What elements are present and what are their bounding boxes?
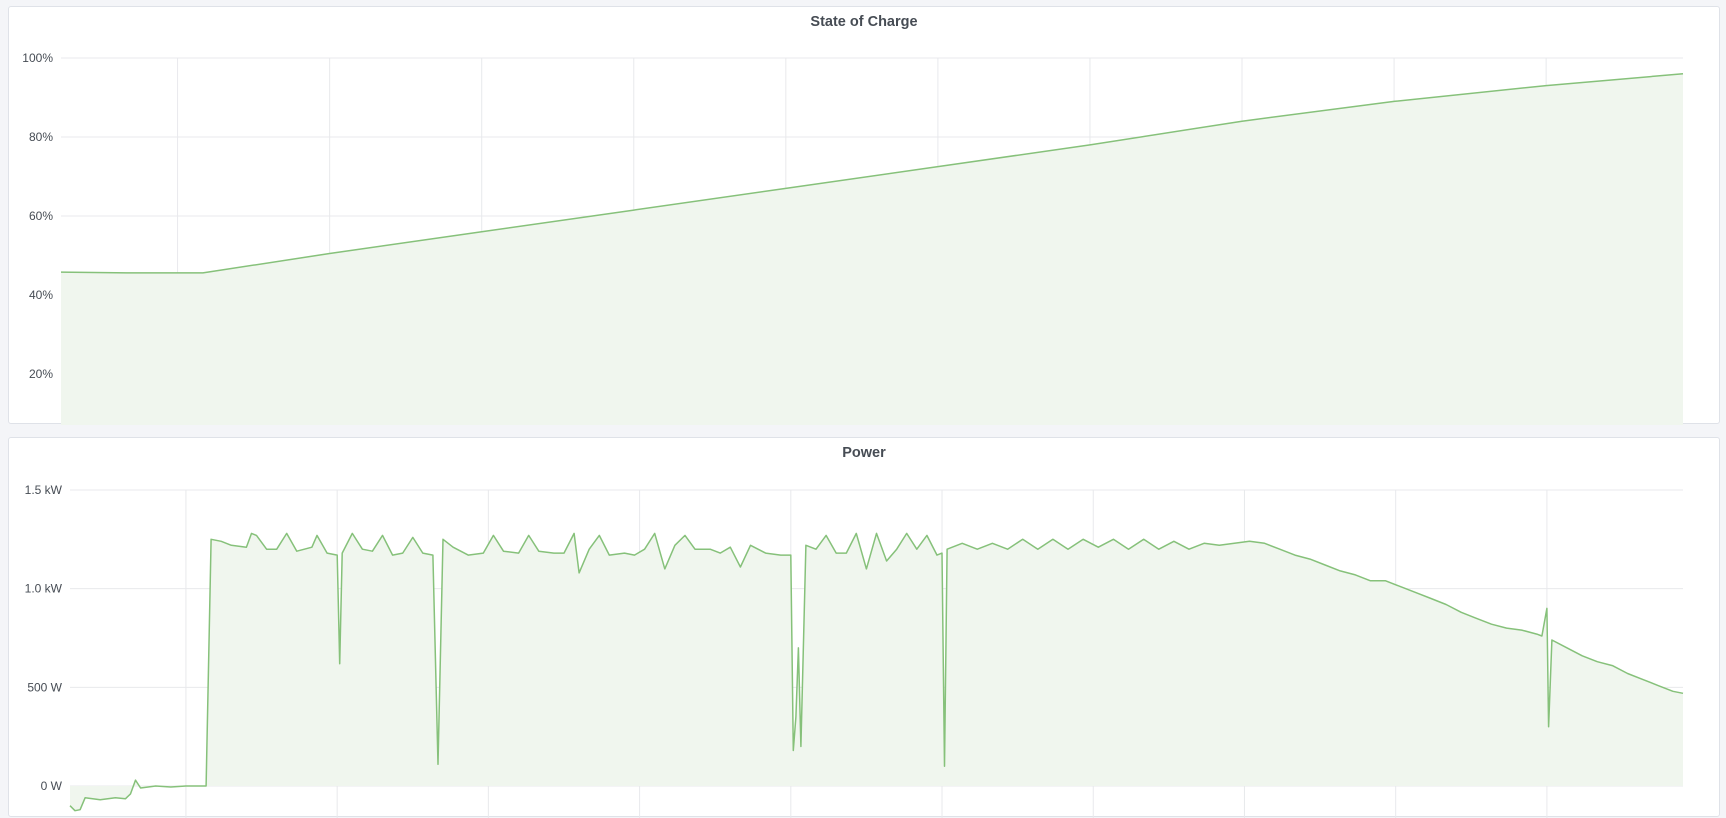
y-tick-label: 0 W	[41, 779, 63, 793]
power-chart: 0 W 500 W 1.0 kW 1.5 kW	[9, 438, 1721, 818]
y-tick-label: 100%	[22, 51, 53, 65]
y-tick-label: 1.0 kW	[25, 582, 63, 596]
y-tick-label: 80%	[29, 130, 53, 144]
series-area	[70, 533, 1683, 810]
series-area	[61, 74, 1683, 425]
state-of-charge-panel: State of Charge 0%20%40%60%80%100%10:301…	[8, 6, 1720, 424]
state-of-charge-chart: 0%20%40%60%80%100%10:3011:0011:3012:0012…	[9, 7, 1721, 425]
y-tick-label: 60%	[29, 209, 53, 223]
y-tick-label: 20%	[29, 367, 53, 381]
y-tick-label: 1.5 kW	[25, 483, 63, 497]
y-tick-label: 40%	[29, 288, 53, 302]
y-tick-label: 500 W	[27, 680, 62, 694]
